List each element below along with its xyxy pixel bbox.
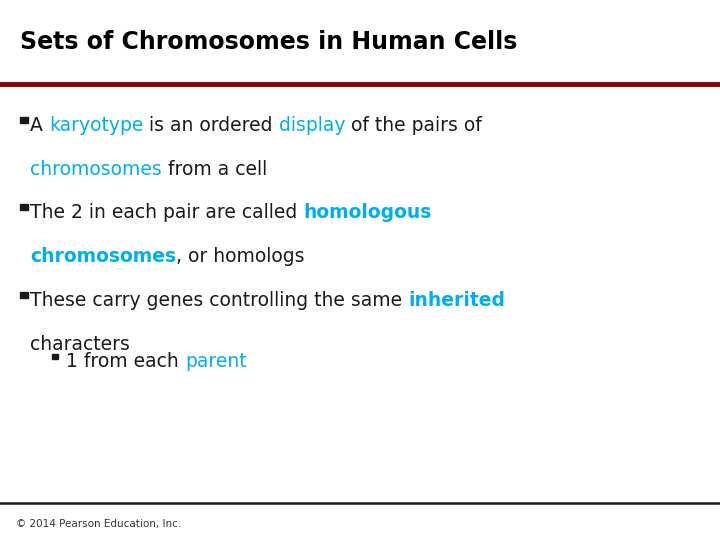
Text: , or homologs: , or homologs xyxy=(176,247,305,266)
Text: of the pairs of: of the pairs of xyxy=(346,116,482,135)
Bar xyxy=(20,204,28,210)
Text: A: A xyxy=(30,116,49,135)
Text: Sets of Chromosomes in Human Cells: Sets of Chromosomes in Human Cells xyxy=(20,30,518,53)
Text: from a cell: from a cell xyxy=(162,160,267,179)
Bar xyxy=(20,292,28,298)
Text: The 2 in each pair are called: The 2 in each pair are called xyxy=(30,202,304,221)
Text: characters: characters xyxy=(30,335,130,354)
Text: parent: parent xyxy=(185,352,247,371)
Text: 1 from each: 1 from each xyxy=(66,352,185,371)
Text: © 2014 Pearson Education, Inc.: © 2014 Pearson Education, Inc. xyxy=(16,519,181,529)
Text: is an ordered: is an ordered xyxy=(143,116,279,135)
Bar xyxy=(20,117,28,123)
Text: These carry genes controlling the same: These carry genes controlling the same xyxy=(30,291,408,309)
Bar xyxy=(52,354,58,359)
Text: chromosomes: chromosomes xyxy=(30,160,162,179)
Text: display: display xyxy=(279,116,346,135)
Text: chromosomes: chromosomes xyxy=(30,247,176,266)
Text: homologous: homologous xyxy=(304,202,432,221)
Text: karyotype: karyotype xyxy=(49,116,143,135)
Text: inherited: inherited xyxy=(408,291,505,309)
